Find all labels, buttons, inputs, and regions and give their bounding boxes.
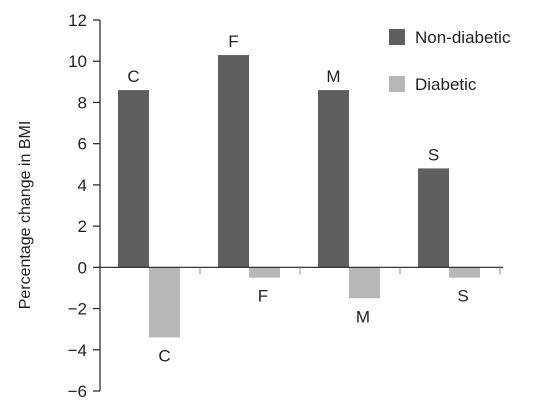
bar-label-non-diabetic-s: S [428,145,439,164]
y-tick-label: 0 [78,258,87,277]
bars-group [118,55,480,337]
bar-label-non-diabetic-f: F [228,32,238,51]
bar-diabetic-f [249,267,280,277]
bar-label-diabetic-s: S [457,287,468,306]
y-tick-label: 4 [78,176,87,195]
bar-diabetic-m [349,267,380,298]
bar-label-diabetic-m: M [356,307,370,326]
y-tick-label: 10 [68,52,87,71]
legend-swatch-diabetic [389,76,405,92]
bar-non-diabetic-c [118,90,149,267]
y-tick-label: −4 [68,341,87,360]
y-axis-title: Percentage change in BMI [17,121,34,310]
bar-diabetic-c [149,267,180,337]
bar-label-non-diabetic-m: M [326,67,340,86]
y-tick-label: 8 [78,93,87,112]
legend-label-diabetic: Diabetic [415,75,477,94]
legend-label-non-diabetic: Non-diabetic [415,28,511,47]
bar-non-diabetic-m [318,90,349,267]
legend-swatch-non-diabetic [389,29,405,45]
y-tick-label: 12 [68,11,87,30]
bar-label-non-diabetic-c: C [127,67,139,86]
y-ticks-group: 12 10 8 6 4 2 0 −2 −4 −6 [68,11,100,401]
y-tick-label: −6 [68,382,87,401]
legend: Non-diabetic Diabetic [389,28,511,94]
bar-non-diabetic-s [418,168,449,267]
y-tick-label: 6 [78,135,87,154]
bar-non-diabetic-f [218,55,249,267]
plot-area: C F M S C F M S 12 10 8 6 4 2 0 −2 −4 −6 [68,11,503,401]
bar-diabetic-s [449,267,480,277]
y-tick-label: −2 [68,300,87,319]
y-tick-label: 2 [78,217,87,236]
bar-label-diabetic-c: C [158,346,170,365]
bar-label-diabetic-f: F [258,287,268,306]
